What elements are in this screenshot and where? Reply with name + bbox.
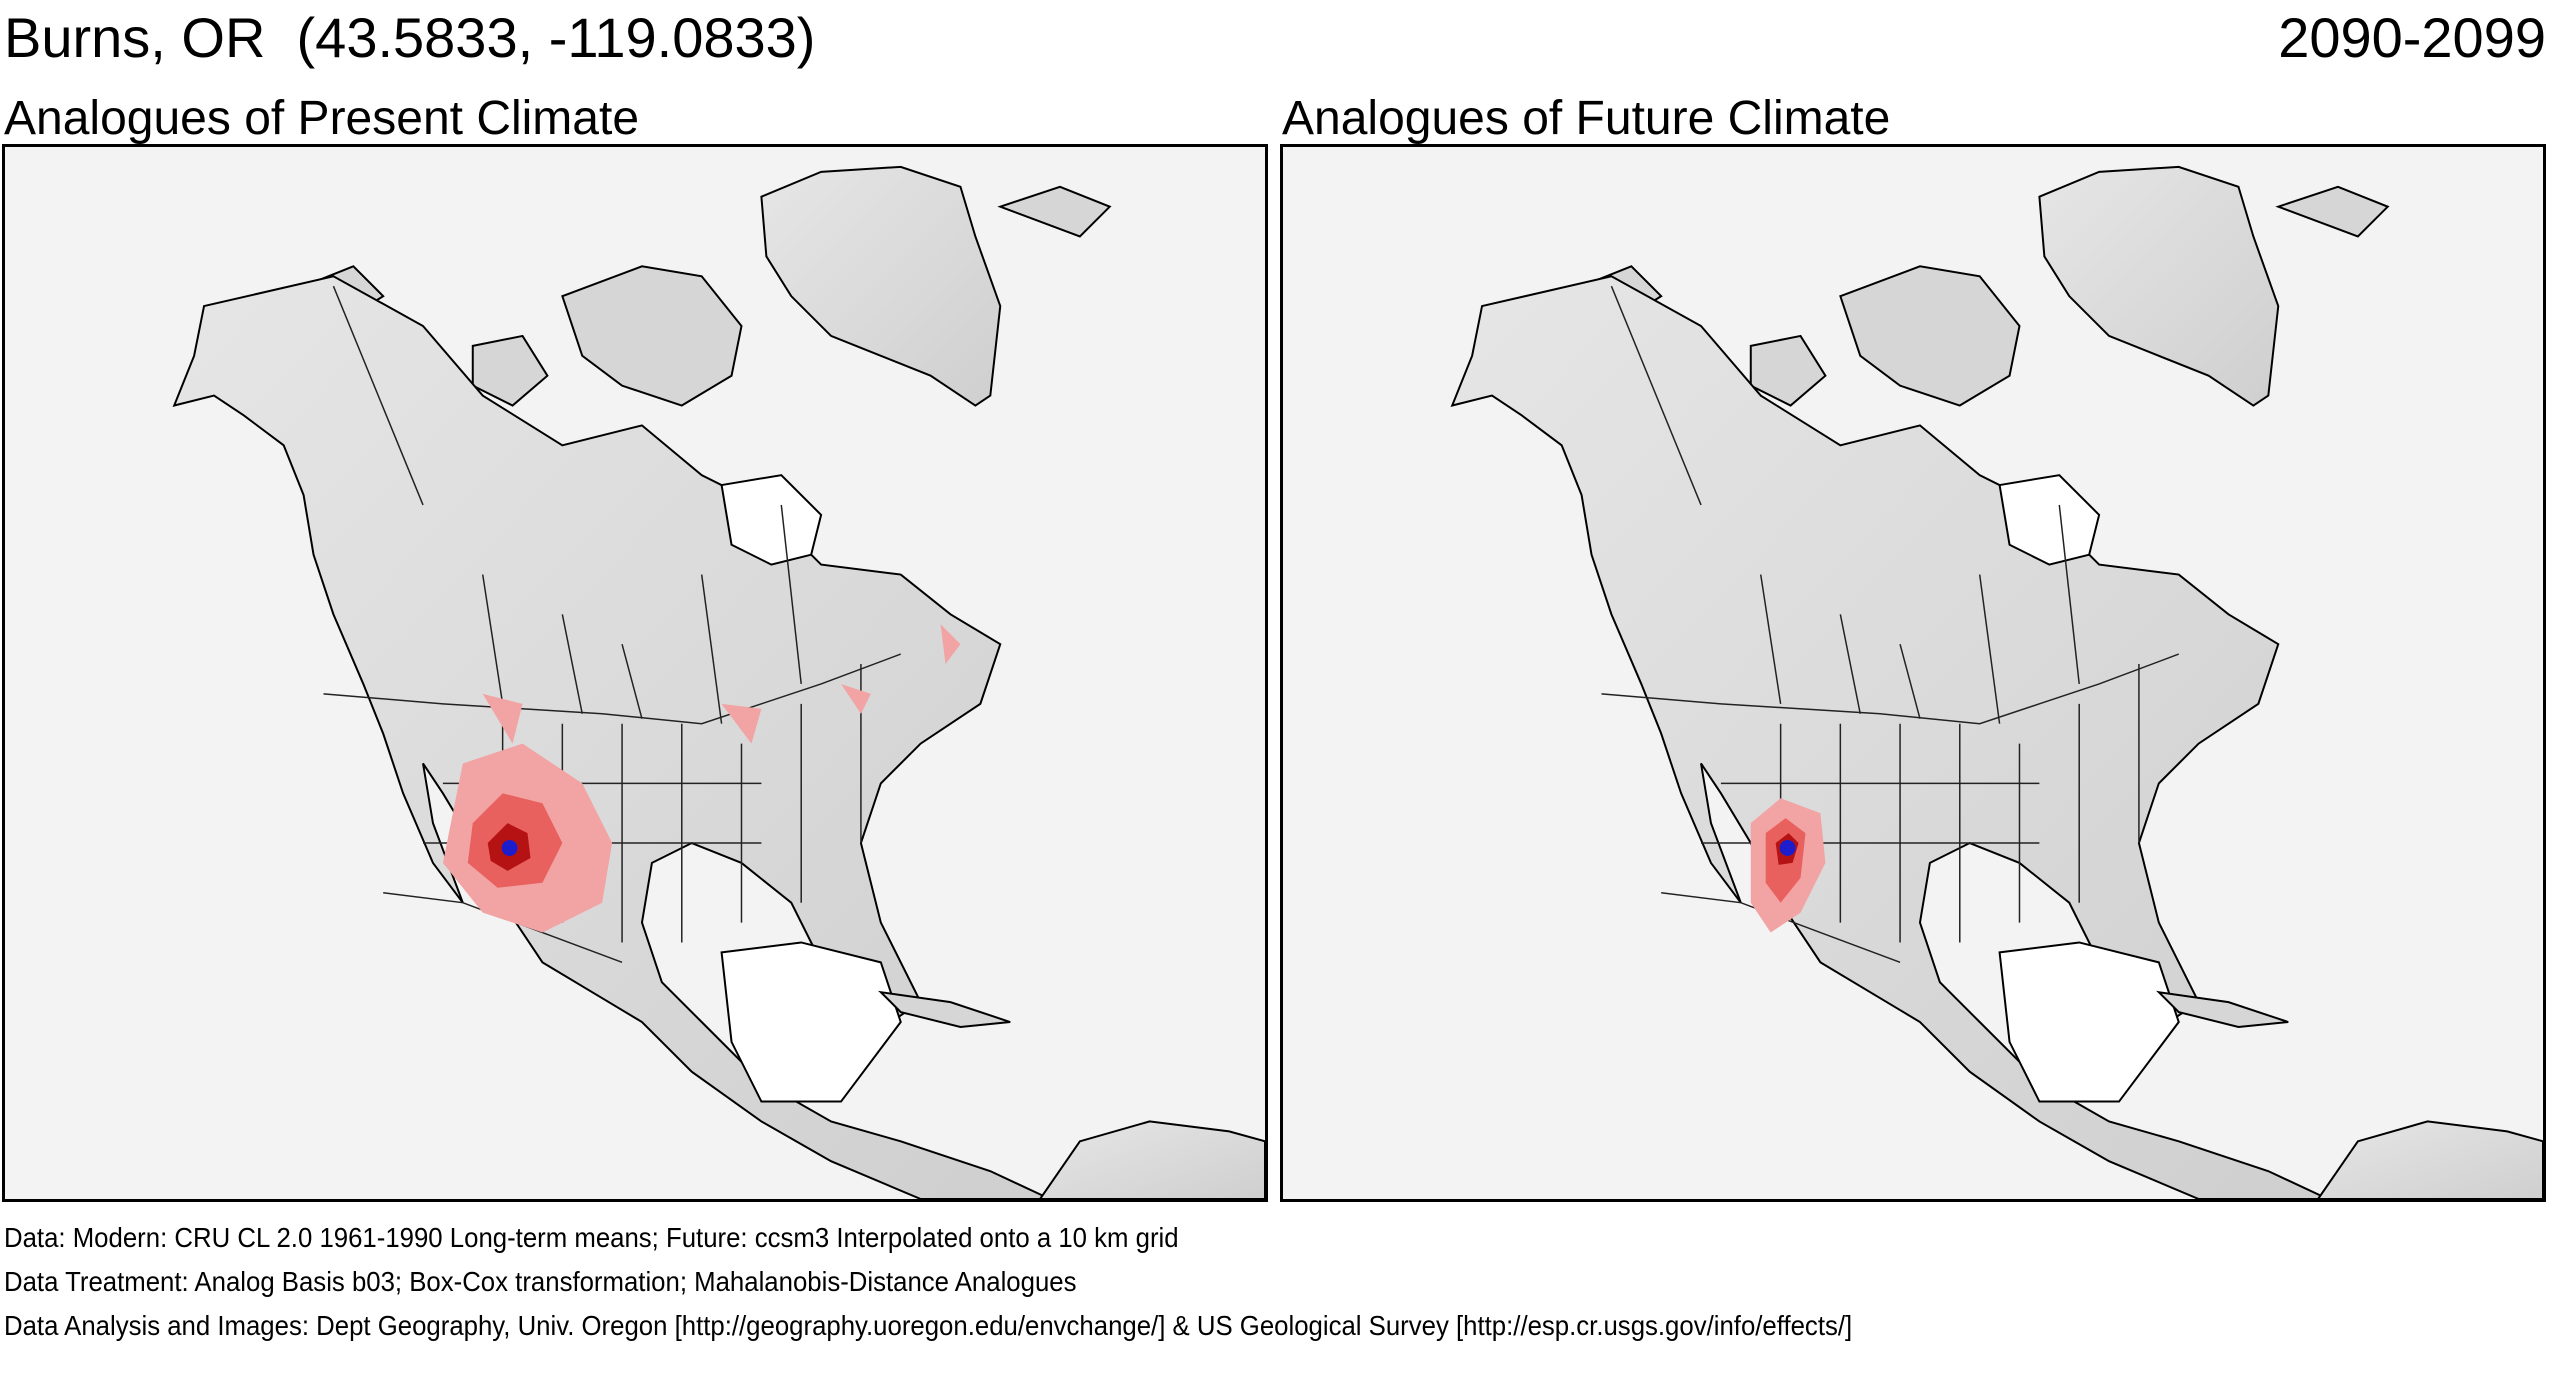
greenland-landmass	[2038, 165, 2280, 407]
alaska-border	[1610, 285, 1702, 506]
hudson-bay	[720, 474, 823, 566]
site-marker	[1779, 840, 1796, 856]
panel-title-future: Analogues of Future Climate	[1282, 92, 1891, 145]
panel-title-present: Analogues of Present Climate	[4, 92, 640, 145]
analogue-region-future	[1750, 798, 1826, 933]
site-marker	[501, 840, 518, 856]
arctic-islands	[1579, 185, 2390, 407]
gulf-of-mexico	[720, 941, 902, 1103]
south-america-landmass	[1038, 1120, 1265, 1199]
analogue-region-present	[442, 624, 961, 933]
province-lines	[481, 504, 802, 724]
footer-treatment-line: Data Treatment: Analog Basis b03; Box-Co…	[4, 1266, 1077, 1297]
south-america-landmass	[2316, 1120, 2543, 1199]
cuba	[878, 990, 1011, 1028]
footer-credits-line: Data Analysis and Images: Dept Geography…	[4, 1310, 1853, 1341]
analogue-light	[442, 624, 961, 933]
map-future	[1280, 144, 2546, 1202]
arctic-islands	[301, 185, 1112, 407]
cuba	[2156, 990, 2289, 1028]
greenland-landmass	[760, 165, 1002, 407]
footer-data-line: Data: Modern: CRU CL 2.0 1961-1990 Long-…	[4, 1222, 1179, 1253]
hudson-bay	[1998, 474, 2101, 566]
location-title: Burns, OR (43.5833, -119.0833)	[4, 6, 816, 69]
canada-us-border	[323, 653, 901, 725]
province-lines	[1759, 504, 2080, 724]
period-title: 2090-2099	[2278, 6, 2546, 69]
alaska-border	[332, 285, 424, 506]
gulf-of-mexico	[1998, 941, 2180, 1103]
canada-us-border	[1601, 653, 2179, 725]
map-present	[2, 144, 1268, 1202]
